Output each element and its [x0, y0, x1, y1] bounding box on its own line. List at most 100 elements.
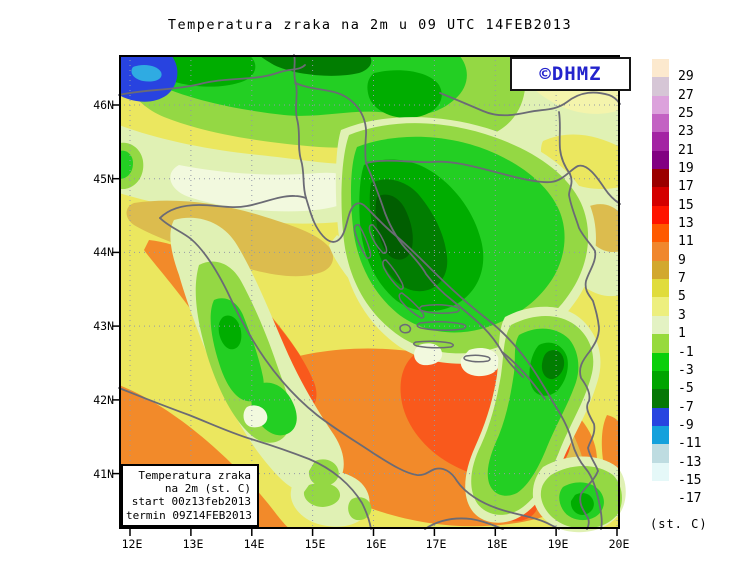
colorbar-label: 5	[678, 289, 686, 305]
y-tick-label: 44N	[93, 245, 114, 259]
colorbar-label: 7	[678, 270, 686, 286]
colorbar-swatch	[652, 462, 669, 481]
colorbar-swatch	[652, 187, 669, 206]
colorbar-row: 1	[652, 315, 701, 340]
colorbar-label: 17	[678, 179, 694, 195]
x-tick-label: 13E	[182, 537, 204, 551]
temperature-field-layers	[119, 55, 626, 533]
colorbar-label: 21	[678, 142, 694, 158]
colorbar-units-label: (st. C)	[650, 517, 708, 531]
colorbar-row: 3	[652, 297, 701, 322]
colorbar-swatch	[652, 425, 669, 445]
colorbar-swatch	[652, 315, 669, 335]
colorbar-row: 11	[652, 224, 701, 248]
colorbar-label: 25	[678, 105, 694, 121]
map-canvas	[112, 54, 626, 536]
colorbar-label: 29	[678, 69, 694, 85]
colorbar-swatch	[652, 480, 669, 500]
colorbar-label: 15	[678, 197, 694, 213]
colorbar-swatch	[652, 114, 669, 133]
colorbar-label: 19	[678, 160, 694, 176]
temperature-field-svg	[112, 54, 626, 536]
colorbar-row: 27	[652, 77, 701, 102]
coastline	[118, 195, 603, 530]
dhmz-label: ©DHMZ	[539, 63, 602, 85]
colorbar-swatch	[652, 297, 669, 316]
colorbar-label: 9	[678, 252, 686, 268]
info-line: termin 09Z14FEB2013	[126, 508, 252, 522]
colorbar-swatch	[652, 279, 669, 298]
colorbar-swatch	[652, 77, 669, 96]
colorbar-row: 15	[652, 187, 701, 212]
colorbar-label: -7	[678, 399, 694, 415]
colorbar-row: -17	[652, 480, 701, 505]
colorbar-row: -9	[652, 407, 701, 432]
colorbar-row: 19	[652, 150, 701, 175]
colorbar-swatch	[652, 205, 669, 225]
colorbar-row: -11	[652, 425, 701, 450]
axis-ticks	[112, 104, 618, 536]
colorbar-label: -15	[678, 472, 702, 488]
dhmz-watermark: ©DHMZ	[510, 57, 631, 91]
colorbar-label: -5	[678, 381, 694, 397]
colorbar-row: -7	[652, 389, 701, 413]
colorbar-row: 9	[652, 242, 701, 267]
colorbar-row: 25	[652, 95, 701, 120]
colorbar-row: 5	[652, 279, 701, 303]
info-line: Temperatura zraka	[138, 469, 251, 482]
colorbar-row: 21	[652, 132, 701, 157]
colorbar-swatch	[652, 444, 669, 463]
colorbar-swatch	[652, 334, 669, 353]
colorbar-row: 13	[652, 205, 701, 230]
y-tick-label: 45N	[93, 172, 114, 186]
map-title: Temperatura zraka na 2m u 09 UTC 14FEB20…	[167, 17, 573, 33]
y-tick-label: 46N	[93, 98, 114, 112]
colorbar-swatch	[652, 132, 669, 151]
x-tick-label: 20E	[608, 537, 630, 551]
colorbar-row: -13	[652, 444, 701, 468]
info-line: na 2m (st. C)	[164, 482, 251, 496]
colorbar-swatch	[652, 370, 669, 390]
colorbar-swatch	[652, 260, 669, 280]
colorbar-row: -15	[652, 462, 701, 487]
colorbar-row: -3	[652, 352, 701, 377]
colorbar-label: 13	[678, 215, 694, 231]
colorbar-swatch	[652, 59, 669, 78]
info-box: Temperatura zraka na 2m (st. C) start 00…	[121, 464, 259, 527]
grid-lines	[119, 55, 620, 529]
colorbar-swatch	[652, 407, 669, 426]
colorbar-label: -13	[678, 454, 702, 470]
x-tick-label: 16E	[365, 537, 387, 551]
colorbar-label: -9	[678, 417, 694, 433]
colorbar-row: 29	[652, 59, 701, 83]
island-outlines	[353, 224, 491, 363]
y-tick-label: 43N	[93, 319, 114, 333]
colorbar-label: -17	[678, 491, 702, 507]
colorbar-swatch	[652, 150, 669, 170]
colorbar-row: 23	[652, 114, 701, 138]
colorbar-swatch	[652, 242, 669, 261]
colorbar-label: -11	[678, 436, 702, 452]
colorbar-label: 11	[678, 234, 694, 250]
country-borders	[118, 54, 621, 530]
colorbar-label: 3	[678, 307, 686, 323]
temperature-colorbar: 29 27 25 23 21 19 17 15 13 11 9 7 5 3 1 …	[652, 59, 701, 505]
x-tick-label: 18E	[486, 537, 508, 551]
colorbar-label: -3	[678, 362, 694, 378]
map-frame	[119, 55, 620, 529]
colorbar-swatch	[652, 224, 669, 243]
colorbar-row: -5	[652, 370, 701, 395]
colorbar-label: 23	[678, 124, 694, 140]
colorbar-label: -1	[678, 344, 694, 360]
x-tick-label: 15E	[304, 537, 326, 551]
y-tick-label: 42N	[93, 393, 114, 407]
colorbar-row: 7	[652, 260, 701, 285]
colorbar-swatch	[652, 169, 669, 188]
x-tick-label: 19E	[547, 537, 569, 551]
colorbar-label: 1	[678, 326, 686, 342]
y-tick-label: 41N	[93, 467, 114, 481]
colorbar-swatch	[652, 352, 669, 371]
x-tick-label: 12E	[121, 537, 143, 551]
x-tick-label: 17E	[425, 537, 447, 551]
